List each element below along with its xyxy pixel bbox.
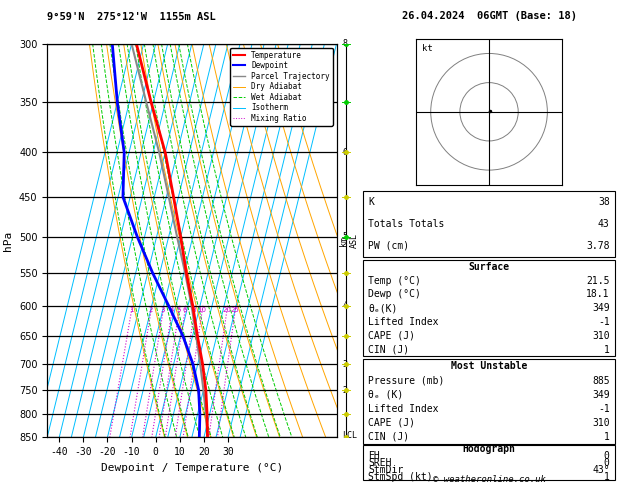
Text: 885: 885	[592, 376, 610, 385]
Text: 310: 310	[592, 331, 610, 341]
Bar	[364, 445, 615, 480]
Text: θₑ (K): θₑ (K)	[369, 390, 404, 399]
X-axis label: Dewpoint / Temperature (°C): Dewpoint / Temperature (°C)	[101, 463, 283, 473]
Text: © weatheronline.co.uk: © weatheronline.co.uk	[433, 475, 545, 485]
Text: 6: 6	[182, 307, 187, 313]
Text: 10: 10	[198, 307, 206, 313]
Text: Totals Totals: Totals Totals	[369, 219, 445, 229]
Text: -1: -1	[598, 404, 610, 414]
Text: StmDir: StmDir	[369, 465, 404, 474]
Text: 0: 0	[604, 451, 610, 461]
Text: SREH: SREH	[369, 458, 392, 468]
Text: 0: 0	[604, 458, 610, 468]
Text: CIN (J): CIN (J)	[369, 432, 409, 442]
Text: Hodograph: Hodograph	[462, 444, 516, 454]
Text: 2: 2	[342, 385, 347, 395]
Text: StmSpd (kt): StmSpd (kt)	[369, 471, 433, 482]
Text: 43°: 43°	[592, 465, 610, 474]
Text: 5: 5	[342, 232, 347, 242]
Text: CAPE (J): CAPE (J)	[369, 418, 415, 428]
Text: Surface: Surface	[469, 262, 509, 272]
Legend: Temperature, Dewpoint, Parcel Trajectory, Dry Adiabat, Wet Adiabat, Isotherm, Mi: Temperature, Dewpoint, Parcel Trajectory…	[230, 48, 333, 126]
Text: 18.1: 18.1	[586, 290, 610, 299]
Text: 21.5: 21.5	[586, 276, 610, 286]
Text: 310: 310	[592, 418, 610, 428]
Y-axis label: hPa: hPa	[3, 230, 13, 251]
Text: Dewp (°C): Dewp (°C)	[369, 290, 421, 299]
Text: θₑ(K): θₑ(K)	[369, 303, 398, 313]
Text: 1: 1	[129, 307, 133, 313]
Text: 1: 1	[604, 471, 610, 482]
Text: 349: 349	[592, 303, 610, 313]
Text: 6: 6	[342, 148, 347, 157]
Text: 1: 1	[604, 432, 610, 442]
Text: -1: -1	[598, 317, 610, 327]
Text: LCL: LCL	[342, 431, 357, 440]
Text: 20: 20	[222, 307, 231, 313]
Text: EH: EH	[369, 451, 380, 461]
Text: 43: 43	[598, 219, 610, 229]
Text: Lifted Index: Lifted Index	[369, 317, 439, 327]
Text: 349: 349	[592, 390, 610, 399]
Text: 3: 3	[160, 307, 165, 313]
Bar	[364, 360, 615, 444]
Bar	[364, 191, 615, 257]
Text: 1: 1	[604, 345, 610, 355]
Text: 26.04.2024  06GMT (Base: 18): 26.04.2024 06GMT (Base: 18)	[401, 11, 577, 21]
Text: 3.78: 3.78	[586, 241, 610, 251]
Text: 2: 2	[148, 307, 153, 313]
Text: 4: 4	[169, 307, 174, 313]
Y-axis label: km
ASL: km ASL	[339, 233, 359, 248]
Text: 8: 8	[342, 39, 347, 48]
Text: kt: kt	[422, 44, 433, 52]
Text: CAPE (J): CAPE (J)	[369, 331, 415, 341]
Text: 9°59'N  275°12'W  1155m ASL: 9°59'N 275°12'W 1155m ASL	[47, 12, 216, 22]
Text: 38: 38	[598, 197, 610, 207]
Text: Lifted Index: Lifted Index	[369, 404, 439, 414]
Text: 4: 4	[342, 301, 347, 310]
Text: 8: 8	[192, 307, 196, 313]
Text: 25: 25	[230, 307, 239, 313]
Text: Pressure (mb): Pressure (mb)	[369, 376, 445, 385]
Text: PW (cm): PW (cm)	[369, 241, 409, 251]
Text: CIN (J): CIN (J)	[369, 345, 409, 355]
Text: 5: 5	[177, 307, 181, 313]
Text: 3: 3	[342, 360, 347, 368]
Text: K: K	[369, 197, 374, 207]
Text: Most Unstable: Most Unstable	[451, 362, 527, 371]
Bar	[364, 260, 615, 356]
Text: Temp (°C): Temp (°C)	[369, 276, 421, 286]
